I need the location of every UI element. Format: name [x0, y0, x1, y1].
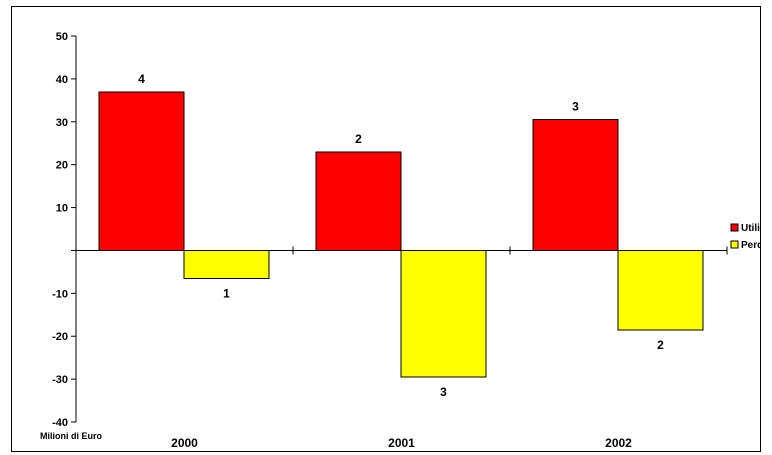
legend-swatch: [730, 223, 739, 232]
y-tick-label: 40: [56, 74, 68, 86]
x-tick-label: 2002: [605, 436, 632, 450]
x-tick-label: 2001: [388, 436, 415, 450]
data-label: 3: [572, 100, 579, 114]
legend-swatch: [730, 240, 739, 249]
legend-item-label: Utili: [741, 223, 760, 234]
data-label: 4: [138, 72, 145, 86]
legend: Utili Perdite: [730, 223, 772, 251]
y-tick-label: 20: [56, 160, 68, 172]
y-tick-label: 50: [56, 31, 68, 43]
data-label: 2: [355, 132, 362, 146]
data-label: 1: [223, 286, 230, 300]
y-tick-label: 30: [56, 117, 68, 129]
data-label: 3: [440, 385, 447, 399]
legend-item-label: Perdite: [741, 240, 772, 251]
y-tick-label: -20: [52, 331, 68, 343]
y-tick-label: 10: [56, 203, 68, 215]
x-tick-label: 2000: [171, 436, 198, 450]
bar-utili-2002: [532, 119, 619, 251]
bar-utili-2000: [98, 91, 185, 251]
data-label: 2: [657, 338, 664, 352]
y-tick-label: -10: [52, 288, 68, 300]
bar-perdite-2000: [183, 249, 270, 279]
bar-perdite-2001: [400, 249, 487, 378]
bar-utili-2001: [315, 151, 402, 251]
bar-perdite-2002: [617, 249, 704, 331]
y-tick-label: -40: [52, 417, 68, 429]
y-tick-label: -30: [52, 374, 68, 386]
y-axis-label: Milioni di Euro: [40, 431, 102, 441]
